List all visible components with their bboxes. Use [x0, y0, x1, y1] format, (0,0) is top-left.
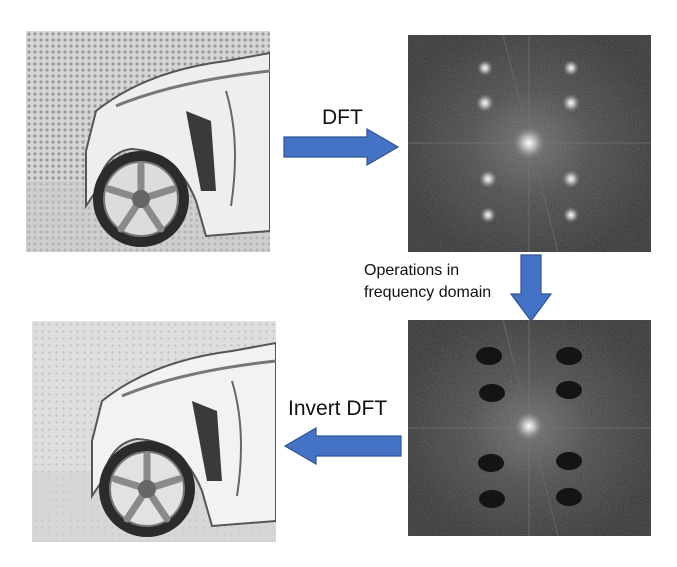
- original-image: [26, 31, 270, 252]
- spectrum-notch-filtered: [408, 320, 651, 536]
- notch-spot: [479, 490, 505, 508]
- operations-arrow: [510, 254, 552, 322]
- invert-dft-label: Invert DFT: [288, 397, 388, 420]
- dft-arrow: [283, 128, 399, 166]
- dft-label: DFT: [322, 106, 363, 129]
- car-halftone-image: [26, 31, 270, 252]
- operations-label-line1: Operations in: [364, 262, 460, 279]
- spectrum-original: [408, 35, 651, 252]
- car-cleaned-image: [32, 321, 276, 542]
- notch-spot: [556, 452, 582, 470]
- notch-spot: [478, 454, 504, 472]
- dft-spectrum-image: [408, 35, 651, 252]
- invert-dft-arrow: [284, 427, 402, 465]
- filtered-spectrum-image: [408, 320, 651, 536]
- notch-spot: [556, 381, 582, 399]
- notch-spot: [556, 488, 582, 506]
- operations-label-line2: frequency domain: [364, 284, 492, 301]
- notch-spot: [476, 347, 502, 365]
- reconstructed-image: [32, 321, 276, 542]
- notch-spot: [556, 347, 582, 365]
- notch-spot: [479, 384, 505, 402]
